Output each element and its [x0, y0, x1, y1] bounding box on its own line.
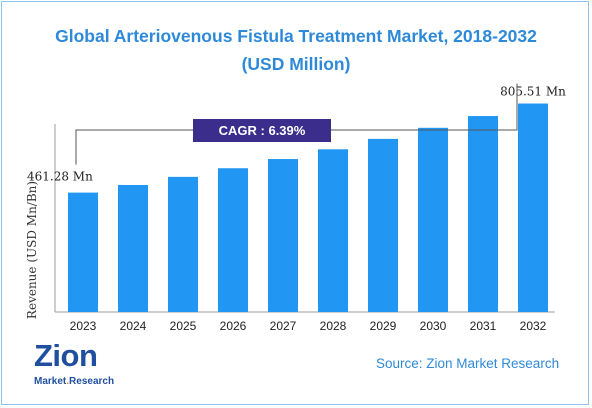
logo-subtitle: Market.Research — [34, 376, 115, 387]
x-tick-label: 2032 — [520, 319, 547, 333]
bar-2031 — [468, 116, 498, 312]
x-tick-label: 2028 — [320, 319, 347, 333]
first-value-label: 461.28 Mn — [27, 170, 93, 184]
zion-logo: Zion Market.Research — [30, 338, 130, 398]
bar-2025 — [168, 176, 198, 312]
source-note: Source: Zion Market Research — [376, 356, 560, 371]
last-value-label: 805.51 Mn — [500, 85, 566, 99]
x-tick-label: 2026 — [220, 319, 247, 333]
bar-2027 — [268, 159, 298, 312]
x-tick-label: 2027 — [270, 319, 297, 333]
logo-wordmark: Zion — [34, 338, 98, 373]
bar-2024 — [118, 184, 148, 312]
cagr-badge — [193, 119, 331, 142]
bar-2032 — [518, 103, 548, 312]
y-axis-label: Revenue (USD Mn/Bn) — [25, 181, 39, 319]
x-tick-label: 2025 — [170, 319, 197, 333]
bar-2023 — [68, 192, 98, 312]
x-tick-label: 2024 — [120, 319, 147, 333]
x-tick-label: 2031 — [470, 319, 497, 333]
bar-2029 — [368, 138, 398, 312]
x-tick-label: 2023 — [70, 319, 97, 333]
x-tick-label: 2029 — [370, 319, 397, 333]
bar-2030 — [418, 127, 448, 312]
bar-2028 — [318, 149, 348, 312]
bar-2026 — [218, 168, 248, 312]
cagr-label: CAGR : 6.39% — [219, 123, 306, 138]
chart-title: Global Arteriovenous Fistula Treatment M… — [55, 26, 537, 46]
chart-subtitle: (USD Million) — [241, 54, 351, 74]
x-tick-label: 2030 — [420, 319, 447, 333]
